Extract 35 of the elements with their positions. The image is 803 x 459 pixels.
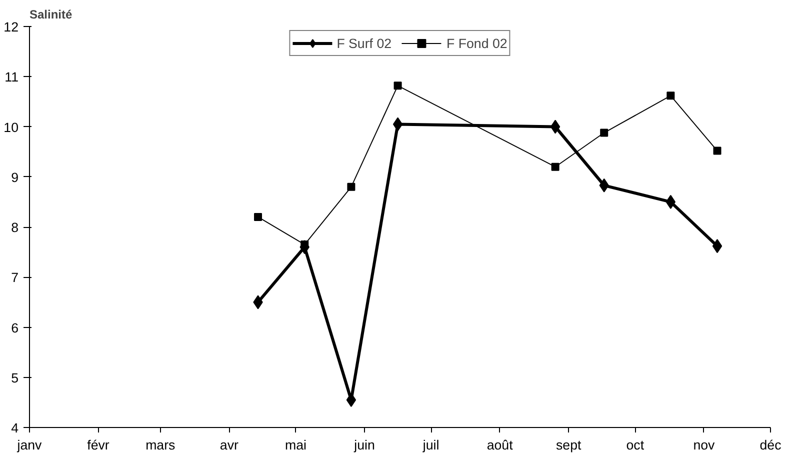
- point: [254, 212, 262, 221]
- point: [392, 117, 403, 132]
- point: [666, 92, 675, 100]
- y-tick-label: 4: [11, 420, 20, 436]
- x-tick-label: août: [486, 438, 514, 452]
- x-tick-label: mars: [146, 438, 176, 452]
- point: [347, 182, 356, 191]
- x-tick-label: oct: [626, 438, 644, 452]
- x-tick-label: avr: [220, 438, 239, 452]
- y-tick-label: 9: [11, 170, 19, 185]
- point: [712, 239, 722, 254]
- x-tick-label: déc: [760, 438, 782, 452]
- y-tick-label: 11: [4, 70, 19, 85]
- point: [550, 120, 560, 134]
- point: [713, 146, 722, 155]
- y-tick-label: 12: [4, 20, 19, 34]
- legend-label: F Fond 02: [446, 36, 508, 50]
- x-tick-label: juin: [353, 438, 375, 452]
- x-tick-label: févr: [87, 438, 110, 452]
- legend-label: F Surf 02: [336, 36, 392, 50]
- x-tick-label: juil: [422, 438, 440, 452]
- y-tick-label: 7: [11, 270, 19, 286]
- point: [346, 392, 356, 407]
- x-tick-label: mai: [284, 438, 307, 452]
- x-tick-label: nov: [693, 438, 716, 452]
- point: [394, 82, 402, 90]
- x-tick-label: sept: [556, 438, 582, 452]
- y-tick-label: 10: [4, 120, 19, 135]
- y-tick-label: 6: [11, 320, 19, 336]
- y-tick-label: 5: [11, 370, 19, 386]
- point: [600, 128, 608, 137]
- x-tick-label: janv: [16, 438, 42, 452]
- y-axis-title: Salinité: [30, 8, 73, 22]
- point: [551, 162, 560, 171]
- y-tick-label: 8: [11, 220, 19, 235]
